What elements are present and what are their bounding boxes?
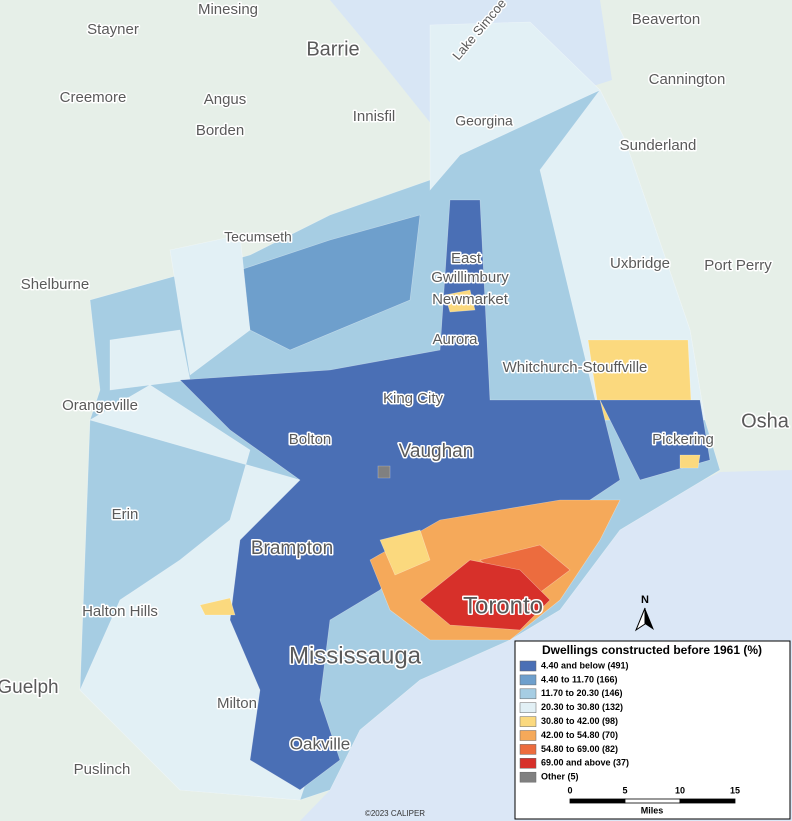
legend-swatch [519,660,537,672]
region [379,529,431,576]
place-label: Minesing [198,1,258,18]
legend-label: 30.80 to 42.00 (98) [541,716,618,726]
labels: Minesing Stayner Barrie Creemore Angus Borden… [0,0,791,779]
place-label: Pickering [652,431,714,448]
place-label: Borden [196,122,244,139]
region [419,559,551,631]
region [539,89,706,421]
legend-label: 20.30 to 30.80 (132) [541,702,623,712]
place-label: Cannington [649,71,726,88]
legend-label: 69.00 and above (37) [541,758,629,768]
legend-swatch [519,758,537,769]
place-label: Creemore [60,89,127,106]
legend-swatch [519,771,537,783]
legend-swatch [519,702,537,713]
legend-label: 4.40 to 11.70 (166) [541,674,618,684]
legend-box [514,640,791,820]
region [199,597,236,616]
place-label: Angus [204,91,247,108]
legend-swatch [519,716,537,727]
place-label: Vaughan [399,441,474,462]
legend-label: 42.00 to 54.80 (70) [541,730,618,740]
scale-tick-label: 0 [567,785,572,795]
place-label: Guelph [0,677,59,698]
region [109,329,191,391]
place-label: Osha [741,410,790,432]
scale-tick-label: 10 [675,785,685,795]
place-label: Port Perry [704,257,772,274]
place-label: Gwillimbury [431,269,509,286]
place-label: Sunderland [620,137,697,154]
legend-title: Dwellings constructed before 1961 (%) [542,643,762,657]
place-label: Milton [217,695,257,712]
place-label: Halton Hills [82,603,158,620]
place-label: Erin [112,506,139,523]
place-label: Oakville [290,734,350,753]
legend-label: 11.70 to 20.30 (146) [541,688,623,698]
legend-label: 4.40 and below (491) [541,660,629,670]
legend-swatch [519,730,537,741]
regions [79,21,721,801]
scale-segment [624,798,681,804]
place-label: Tecumseth [224,229,292,245]
legend-swatch [519,674,537,686]
legend-swatch [519,744,537,755]
legend-label: 54.80 to 69.00 (82) [541,744,618,754]
legend-label: Other (5) [541,772,579,782]
credit: ©2023 CALIPER [365,809,425,818]
place-label: Barrie [306,38,359,60]
north-label: N [641,594,649,606]
place-label: Toronto [463,592,543,619]
scale-segment [679,798,736,804]
place-label: Puslinch [74,761,131,778]
north-arrow-right [645,608,654,630]
place-label: Orangeville [62,397,138,414]
region [179,199,621,791]
scale-tick-label: 5 [622,785,627,795]
place-label: Shelburne [21,276,89,293]
region [679,454,701,469]
region [377,465,391,479]
region [429,21,601,191]
legend: Dwellings constructed before 1961 (%) Mi… [514,640,791,820]
north-arrow: N [634,594,654,632]
place-label: Mississauga [289,642,422,669]
place-label: Uxbridge [610,255,670,272]
place-label: Georgina [455,113,513,129]
place-label: Newmarket [432,291,509,308]
legend-swatch [519,688,537,700]
region [444,289,476,313]
scale-segment [569,798,626,804]
place-label: King City [383,390,444,407]
place-label: Beaverton [632,11,700,28]
place-label: Aurora [432,331,478,348]
place-label: Innisfil [353,108,396,125]
place-label: Brampton [251,538,333,559]
region [169,234,251,376]
scale-tick-label: 15 [730,785,740,795]
scale-unit: Miles [641,805,664,815]
place-label: Stayner [87,21,139,38]
place-label: East [451,250,482,267]
place-label: Bolton [289,431,332,448]
place-label: Whitchurch-Stouffville [503,359,648,376]
